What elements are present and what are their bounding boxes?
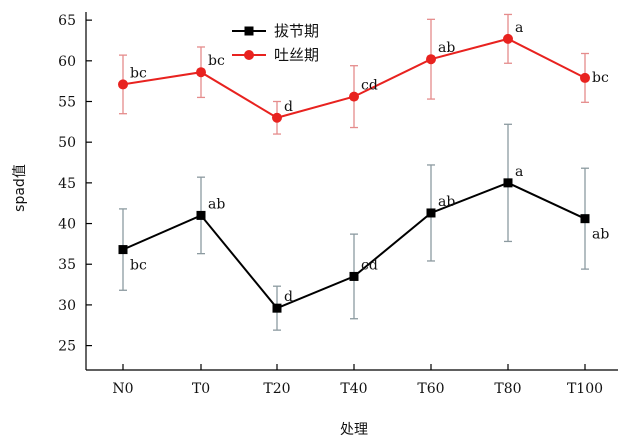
data-point: [426, 54, 436, 65]
y-tick-label: 65: [58, 13, 76, 29]
x-tick-label: T60: [417, 381, 444, 397]
data-point: [580, 214, 590, 224]
significance-label: cd: [361, 257, 378, 273]
legend-label: 拔节期: [274, 22, 319, 40]
significance-label: a: [515, 20, 523, 36]
x-tick-label: N0: [112, 381, 133, 397]
y-tick-label: 55: [58, 95, 76, 111]
significance-label: a: [515, 164, 523, 180]
data-point: [272, 112, 282, 123]
data-point: [349, 271, 359, 281]
legend-item-2: 吐丝期: [232, 46, 319, 64]
x-tick-label: T20: [263, 381, 290, 397]
significance-label: bc: [208, 53, 225, 69]
series-2: bc bc d cd ab a bc: [118, 13, 609, 135]
legend-marker: [244, 26, 254, 36]
significance-label: ab: [592, 227, 609, 243]
data-point: [196, 67, 206, 78]
x-tick-label: T0: [192, 381, 210, 397]
y-tick-label: 60: [58, 54, 76, 70]
data-point: [349, 91, 359, 102]
data-point: [118, 79, 128, 90]
series-layer: bc ab d cd ab a ab bc bc d cd ab a bc: [118, 13, 609, 331]
significance-label: d: [284, 99, 293, 115]
significance-label: ab: [438, 40, 455, 56]
y-tick-label: 40: [58, 217, 76, 233]
y-tick-label: 50: [58, 135, 76, 151]
data-point: [426, 208, 436, 218]
significance-label: d: [284, 289, 293, 305]
legend-marker: [244, 50, 254, 60]
y-tick-label: 35: [58, 257, 76, 273]
data-point: [580, 72, 590, 83]
significance-label: bc: [130, 65, 147, 81]
y-axis-title: spad值: [12, 164, 28, 212]
significance-label: ab: [438, 194, 455, 210]
x-tick-label: T100: [567, 381, 603, 397]
data-point: [503, 33, 513, 44]
y-axis-ticks: 25 30 35 40 45 50 55 60 65: [58, 13, 92, 355]
significance-label: ab: [208, 196, 225, 212]
y-tick-label: 25: [58, 339, 76, 355]
data-point: [503, 178, 513, 188]
data-point: [272, 303, 282, 313]
y-tick-label: 45: [58, 176, 76, 192]
x-axis-title: 处理: [340, 422, 368, 438]
significance-label: cd: [361, 78, 378, 94]
x-axis-ticks: N0 T0 T20 T40 T60 T80 T100: [112, 364, 603, 397]
legend-item-1: 拔节期: [232, 22, 319, 40]
data-point: [118, 245, 128, 255]
data-point: [196, 210, 206, 220]
significance-label: bc: [592, 70, 609, 86]
x-tick-label: T80: [494, 381, 521, 397]
significance-label: bc: [130, 258, 147, 274]
y-tick-label: 30: [58, 298, 76, 314]
legend-label: 吐丝期: [274, 46, 319, 64]
x-tick-label: T40: [340, 381, 367, 397]
series-1: bc ab d cd ab a ab: [118, 123, 609, 331]
